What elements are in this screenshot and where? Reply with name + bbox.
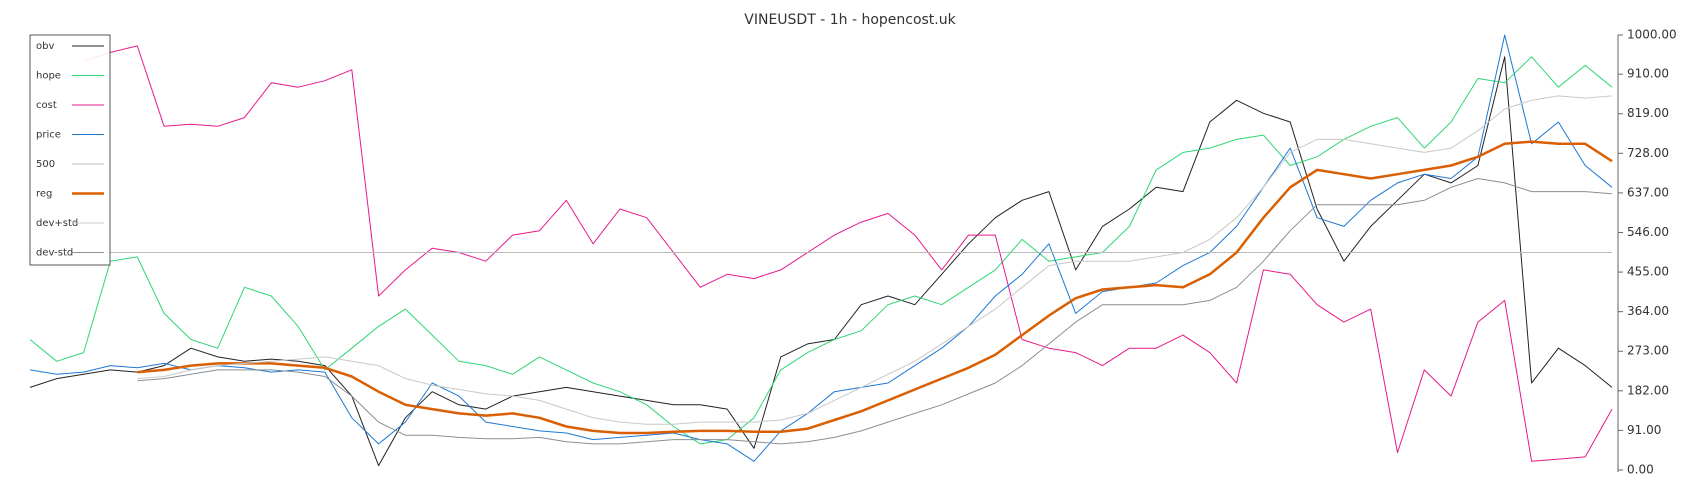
series-line (137, 140, 1613, 435)
y-tick-label: 455.00 (1627, 265, 1669, 279)
series-line (137, 178, 1613, 445)
legend-label: cost (36, 100, 57, 111)
legend-label: dev+std (36, 218, 78, 229)
y-tick-label: 0.00 (1627, 463, 1654, 477)
chart-title: VINEUSDT - 1h - hopencost.uk (744, 12, 956, 28)
legend-label: hope (36, 71, 61, 82)
y-tick-label: 728.00 (1627, 146, 1669, 160)
series-line (29, 34, 1613, 462)
y-tick-label: 546.00 (1627, 225, 1669, 239)
legend-label: obv (36, 41, 54, 52)
series-line (137, 95, 1613, 425)
y-tick-label: 364.00 (1627, 304, 1669, 318)
y-tick-label: 819.00 (1627, 106, 1669, 120)
legend-label: dev-std (36, 248, 73, 259)
y-tick-label: 1000.00 (1627, 28, 1677, 42)
series-line (29, 56, 1613, 445)
y-tick-label: 273.00 (1627, 344, 1669, 358)
series-line (29, 56, 1613, 467)
legend-label: reg (36, 189, 52, 200)
legend-label: 500 (36, 159, 55, 170)
series-line (83, 45, 1613, 462)
y-tick-label: 637.00 (1627, 185, 1669, 199)
y-tick-label: 91.00 (1627, 423, 1661, 437)
plot (29, 34, 1613, 467)
y-tick-label: 910.00 (1627, 67, 1669, 81)
legend-box (29, 34, 111, 266)
legend: obv hope cost price 500 reg dev+std dev-std (29, 34, 111, 266)
legend-label: price (36, 130, 61, 141)
y-tick-label: 182.00 (1627, 383, 1669, 397)
